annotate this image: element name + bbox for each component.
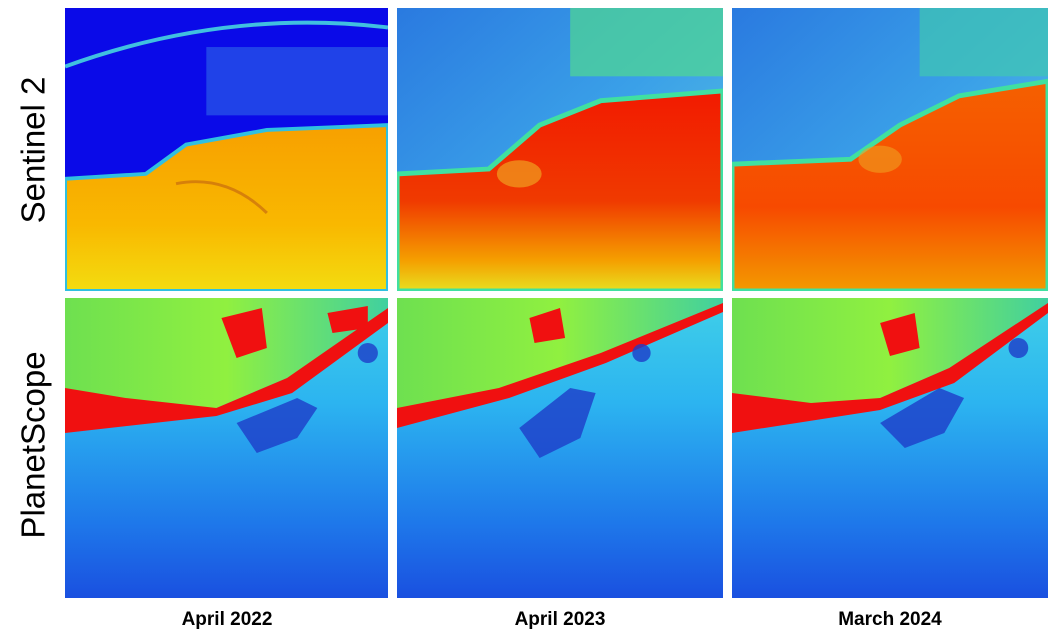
- column-label: April 2023: [515, 609, 606, 630]
- figure: Sentinel 2 PlanetScope: [0, 0, 1050, 633]
- row-label: Sentinel 2: [15, 77, 52, 224]
- image-panel: [732, 298, 1048, 598]
- image-panel: [65, 8, 388, 291]
- image-panel: [397, 8, 723, 291]
- row-label: PlanetScope: [15, 351, 52, 538]
- image-panel: [732, 8, 1048, 291]
- image-panel: [65, 298, 388, 598]
- column-label: April 2022: [182, 609, 273, 630]
- column-label: March 2024: [838, 609, 942, 630]
- image-panel: [397, 298, 723, 598]
